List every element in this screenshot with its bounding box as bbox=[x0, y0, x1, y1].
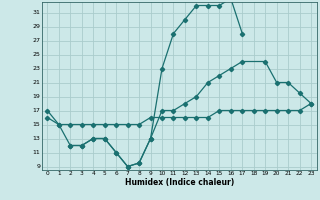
X-axis label: Humidex (Indice chaleur): Humidex (Indice chaleur) bbox=[124, 178, 234, 187]
